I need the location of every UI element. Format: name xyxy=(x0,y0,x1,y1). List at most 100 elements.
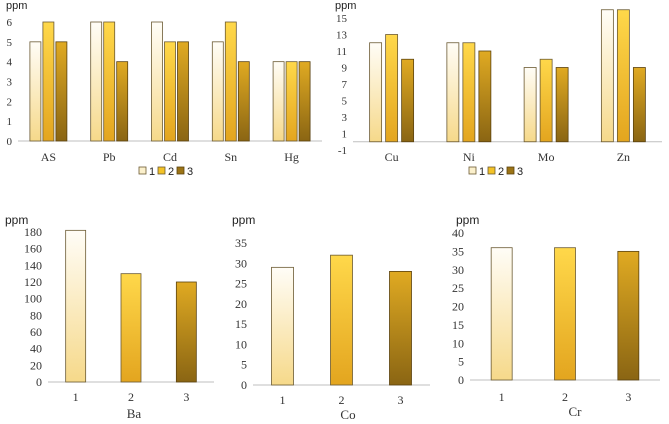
bar-c3-3 xyxy=(175,281,197,383)
x-category-label: 2 xyxy=(128,390,134,404)
y-tick-label: 0 xyxy=(241,378,247,392)
y-tick-label: 9 xyxy=(342,63,348,75)
y-tick-label: 10 xyxy=(235,337,247,351)
y-tick-label: 2 xyxy=(7,96,13,108)
bar-sn-series-2 xyxy=(224,21,237,142)
bar-c5-3 xyxy=(617,250,640,381)
y-axis-unit-label: ppm xyxy=(5,213,28,227)
y-tick-label: 100 xyxy=(24,292,42,306)
x-category-label: AS xyxy=(41,150,56,164)
x-category-label: 1 xyxy=(280,393,286,407)
y-tick-label: 0 xyxy=(36,375,42,389)
x-axis-title: Cr xyxy=(569,404,583,419)
bar-cu-series-3 xyxy=(401,58,415,143)
y-tick-label: 25 xyxy=(452,281,464,295)
legend-label-2: 2 xyxy=(498,166,504,178)
x-category-label: 2 xyxy=(339,393,345,407)
bar-hg-series-1 xyxy=(272,61,285,142)
legend-swatch-3 xyxy=(506,166,515,175)
x-category-label: Cd xyxy=(163,150,177,164)
bar-cd-series-2 xyxy=(164,41,176,142)
x-category-label: Zn xyxy=(617,150,630,164)
y-tick-label: 25 xyxy=(235,277,247,291)
bar-hg-series-2 xyxy=(285,61,298,142)
bar-zn-series-1 xyxy=(600,9,614,143)
y-tick-label: 3 xyxy=(342,112,348,124)
bar-as-series-3 xyxy=(55,41,68,142)
bar-sn-series-1 xyxy=(211,41,224,142)
x-category-label: 3 xyxy=(183,390,189,404)
bar-pb-series-2 xyxy=(103,21,116,142)
x-category-label: Pb xyxy=(103,150,116,164)
legend-label-3: 3 xyxy=(517,166,523,178)
chart-c4: 0 5 10 15 20 25 30 35 ppm 1 2 3 Co xyxy=(232,213,430,422)
legend-label-3: 3 xyxy=(187,166,193,178)
legend-label-1: 1 xyxy=(149,166,155,178)
bar-as-series-2 xyxy=(42,21,55,142)
x-axis-title: Co xyxy=(340,407,355,422)
bar-c5-1 xyxy=(490,247,513,381)
y-tick-label: 3 xyxy=(7,77,13,89)
bar-c4-3 xyxy=(389,270,412,386)
y-tick-label: 140 xyxy=(24,258,42,272)
x-category-label: 3 xyxy=(625,390,631,404)
bar-c4-1 xyxy=(271,266,294,386)
bar-zn-series-3 xyxy=(632,67,646,143)
x-category-label: Cu xyxy=(385,150,399,164)
y-tick-label: 5 xyxy=(7,37,13,49)
bar-c3-2 xyxy=(120,273,142,383)
y-tick-label: 11 xyxy=(336,46,347,58)
y-tick-label: 4 xyxy=(7,57,13,69)
bar-mo-series-1 xyxy=(523,67,537,143)
bar-cd-series-1 xyxy=(151,21,163,142)
y-tick-label: 40 xyxy=(30,342,42,356)
y-tick-label: 35 xyxy=(452,244,464,258)
y-tick-label: 20 xyxy=(452,300,464,314)
legend-swatch-3 xyxy=(176,166,185,175)
x-category-label: 3 xyxy=(398,393,404,407)
y-tick-label: 6 xyxy=(7,17,13,29)
legend-swatch-1 xyxy=(138,166,147,175)
bar-ni-series-1 xyxy=(446,42,460,143)
y-tick-label: 1 xyxy=(342,129,348,141)
bar-cu-series-1 xyxy=(369,42,383,143)
x-category-label: 2 xyxy=(562,390,568,404)
legend-swatch-2 xyxy=(157,166,166,175)
y-tick-label: 20 xyxy=(235,297,247,311)
y-tick-label: 40 xyxy=(452,226,464,240)
y-tick-label: 35 xyxy=(235,236,247,250)
bar-zn-series-2 xyxy=(616,9,630,143)
bar-ni-series-2 xyxy=(462,42,476,143)
y-tick-label: 180 xyxy=(24,225,42,239)
bar-cd-series-3 xyxy=(177,41,189,142)
y-tick-label: 10 xyxy=(452,336,464,350)
bar-c4-2 xyxy=(330,254,353,386)
y-tick-label: 20 xyxy=(30,358,42,372)
y-tick-label: 160 xyxy=(24,242,42,256)
bar-c5-2 xyxy=(554,247,576,381)
bar-hg-series-3 xyxy=(298,61,311,142)
y-tick-label: 15 xyxy=(235,317,247,331)
x-category-label: 1 xyxy=(499,390,505,404)
legend-label-1: 1 xyxy=(479,166,485,178)
y-tick-label: 0 xyxy=(458,373,464,387)
y-tick-label: 30 xyxy=(452,263,464,277)
y-tick-label: 80 xyxy=(30,308,42,322)
y-axis-unit-label: ppm xyxy=(6,0,27,12)
x-category-label: Hg xyxy=(284,150,299,164)
bar-c3-1 xyxy=(65,229,87,383)
bar-as-series-1 xyxy=(29,41,42,142)
y-axis-unit-label: ppm xyxy=(232,213,255,227)
legend-label-2: 2 xyxy=(168,166,174,178)
x-category-label: Ni xyxy=(463,150,476,164)
y-tick-label: 15 xyxy=(452,318,464,332)
y-tick-label: 30 xyxy=(235,256,247,270)
chart-c1: 0 1 2 3 4 5 6 ppm AS Pb Cd Sn Hg 1 2 3 xyxy=(6,0,322,178)
x-category-label: Sn xyxy=(224,150,237,164)
y-tick-label: 1 xyxy=(7,116,13,128)
y-axis-unit-label: ppm xyxy=(335,0,356,12)
y-tick-label: 60 xyxy=(30,325,42,339)
bar-pb-series-3 xyxy=(116,61,129,142)
